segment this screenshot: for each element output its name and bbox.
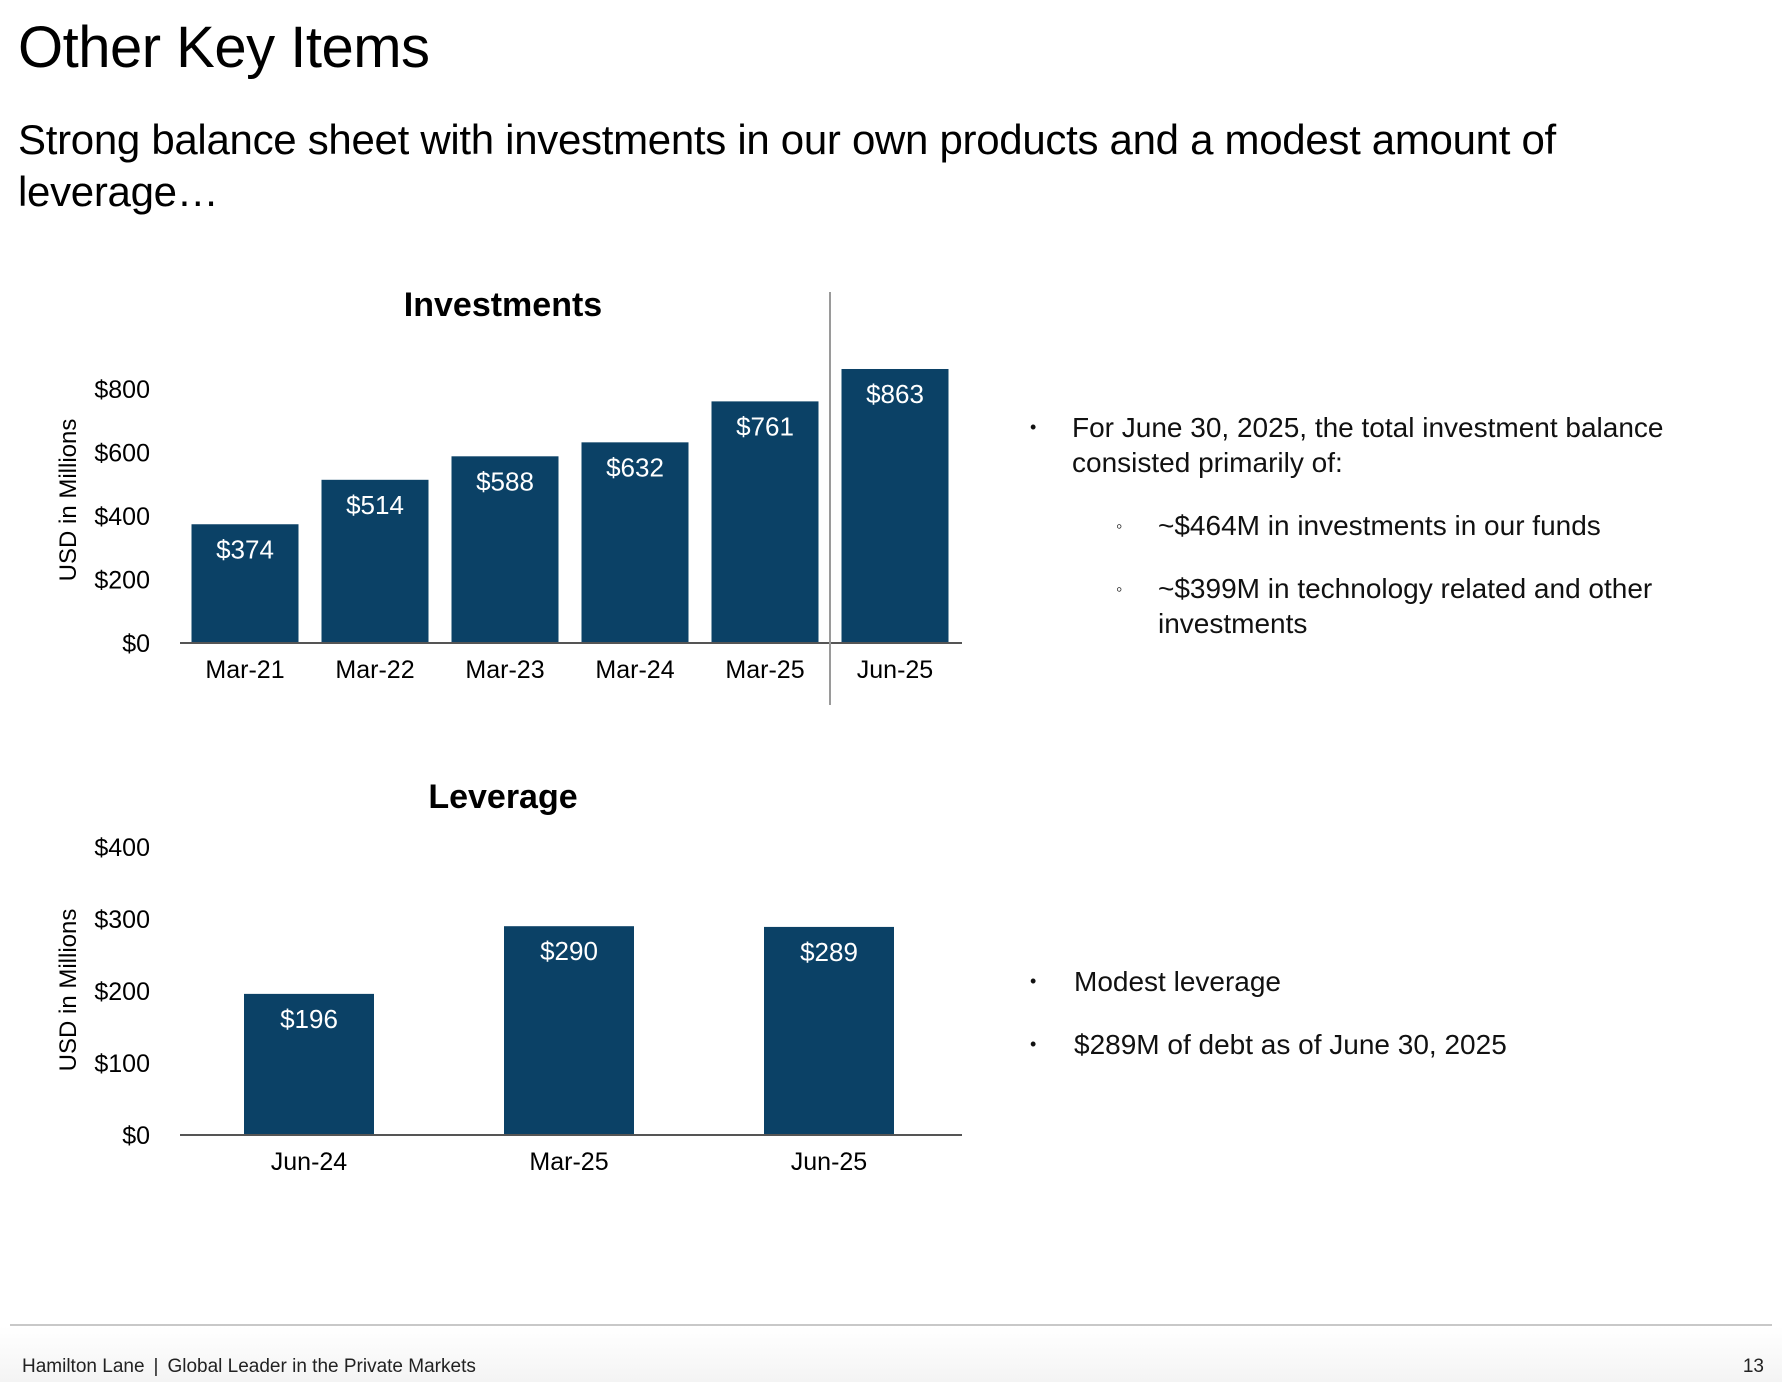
leverage-chart: Leverage USD in Millions $0 $100 $200 $300 $40… xyxy=(55,778,962,1176)
bar xyxy=(191,524,299,643)
data-label: $514 xyxy=(346,490,404,520)
data-label: $588 xyxy=(476,466,534,496)
data-label: $290 xyxy=(540,936,598,966)
y-tick-label: $0 xyxy=(122,1122,150,1150)
footer-band xyxy=(0,1326,1782,1382)
bullet-icon: • xyxy=(1030,1034,1037,1054)
leverage-note-text: $289M of debt as of June 30, 2025 xyxy=(1074,1029,1507,1060)
data-label: $374 xyxy=(216,534,274,564)
x-tick-label: Mar-25 xyxy=(529,1148,608,1176)
x-tick-label: Mar-21 xyxy=(205,656,284,684)
bar xyxy=(764,926,894,1135)
investments-note-main: • For June 30, 2025, the total investmen… xyxy=(1030,410,1730,480)
bar xyxy=(711,401,819,643)
y-tick-label: $200 xyxy=(94,978,150,1006)
leverage-note: • Modest leverage xyxy=(1030,964,1730,999)
footer-divider xyxy=(10,1324,1772,1326)
x-tick-label: Mar-24 xyxy=(595,656,674,684)
y-tick-label: $300 xyxy=(94,906,150,934)
x-tick-label: Jun-24 xyxy=(271,1148,348,1176)
chart-title: Investments xyxy=(404,286,602,324)
page-title: Other Key Items xyxy=(18,15,430,80)
data-label: $632 xyxy=(606,452,664,482)
data-label: $289 xyxy=(800,937,858,967)
footer-company: Hamilton Lane xyxy=(22,1356,145,1377)
x-tick-label: Mar-25 xyxy=(725,656,804,684)
x-tick-label: Jun-25 xyxy=(857,656,933,684)
investments-sub-item: ◦ ~$464M in investments in our funds xyxy=(1116,508,1730,543)
bar xyxy=(841,368,949,643)
bar xyxy=(321,479,429,643)
y-tick-label: $0 xyxy=(122,630,150,658)
x-tick-label: Mar-23 xyxy=(465,656,544,684)
x-tick-label: Jun-25 xyxy=(791,1148,867,1176)
y-tick-label: $600 xyxy=(94,440,150,468)
sub-bullet-icon: ◦ xyxy=(1116,516,1123,536)
page-number: 13 xyxy=(1742,1356,1764,1377)
investments-sub-item: ◦ ~$399M in technology related and other… xyxy=(1116,571,1718,641)
bar xyxy=(504,926,634,1135)
page-subtitle: Strong balance sheet with investments in… xyxy=(18,116,1556,215)
y-tick-label: $400 xyxy=(94,503,150,531)
investments-sub-item-text: ~$464M in investments in our funds xyxy=(1158,510,1601,541)
investments-sub-item-text: ~$399M in technology related and other i… xyxy=(1158,573,1653,639)
bullet-icon: • xyxy=(1030,417,1037,437)
chart-title: Leverage xyxy=(428,778,577,816)
sub-bullet-icon: ◦ xyxy=(1116,579,1123,599)
bar xyxy=(451,456,559,643)
footer-tagline: Global Leader in the Private Markets xyxy=(167,1356,476,1377)
investments-note-main-text: For June 30, 2025, the total investment … xyxy=(1072,412,1664,478)
x-tick-label: Mar-22 xyxy=(335,656,414,684)
data-label: $196 xyxy=(280,1004,338,1034)
y-axis-label: USD in Millions xyxy=(55,419,82,582)
leverage-note-text: Modest leverage xyxy=(1074,966,1282,997)
y-tick-label: $400 xyxy=(94,834,150,862)
leverage-notes: • Modest leverage • $289M of debt as of … xyxy=(1030,964,1730,1062)
footer-separator: | xyxy=(153,1356,159,1377)
bar xyxy=(244,993,374,1135)
y-tick-label: $100 xyxy=(94,1050,150,1078)
data-label: $761 xyxy=(736,411,794,441)
investments-notes: • For June 30, 2025, the total investmen… xyxy=(1030,410,1730,641)
footer: Hamilton Lane | Global Leader in the Priva… xyxy=(22,1356,476,1378)
bullet-icon: • xyxy=(1030,971,1037,991)
data-label: $863 xyxy=(866,379,924,409)
y-tick-label: $800 xyxy=(94,376,150,404)
bar xyxy=(581,442,689,643)
y-tick-label: $200 xyxy=(94,567,150,595)
investments-chart: Investments USD in Millions $0 $200 $400 $600… xyxy=(55,286,962,705)
y-axis-label: USD in Millions xyxy=(55,909,82,1072)
leverage-note: • $289M of debt as of June 30, 2025 xyxy=(1030,1027,1730,1062)
